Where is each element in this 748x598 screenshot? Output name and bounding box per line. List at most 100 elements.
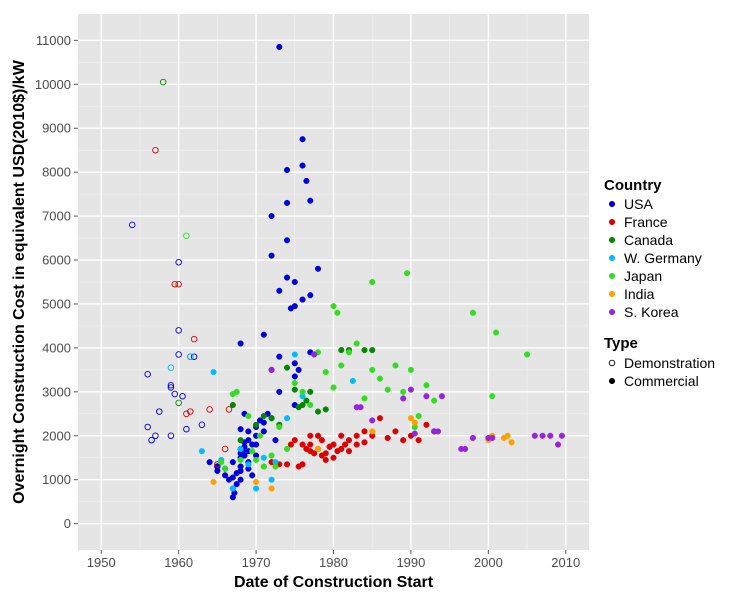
data-point xyxy=(369,278,376,286)
data-point xyxy=(152,146,159,154)
data-point xyxy=(152,432,159,440)
data-point xyxy=(361,395,368,402)
data-point xyxy=(307,401,314,409)
data-point xyxy=(210,369,217,376)
legend-label: Japan xyxy=(624,268,662,284)
data-point xyxy=(353,441,360,448)
legend-label: USA xyxy=(624,196,653,212)
legend-key xyxy=(608,308,616,316)
data-point xyxy=(493,329,500,336)
data-point xyxy=(334,309,341,316)
data-point xyxy=(283,415,291,422)
data-point xyxy=(260,454,267,461)
legend-key xyxy=(608,377,616,385)
y-tick-label: 5000 xyxy=(42,296,71,311)
data-point xyxy=(314,265,322,272)
data-point xyxy=(307,448,314,455)
legend-key xyxy=(608,272,616,280)
legend-key xyxy=(608,218,616,226)
data-point xyxy=(171,390,179,398)
data-point xyxy=(190,353,198,360)
data-point xyxy=(392,428,399,435)
data-point xyxy=(307,388,314,395)
legend-key xyxy=(608,290,616,298)
data-point xyxy=(369,428,376,435)
data-point xyxy=(237,476,244,483)
data-point xyxy=(407,366,414,373)
data-point xyxy=(349,377,356,384)
data-point xyxy=(190,335,198,343)
data-point xyxy=(237,445,244,453)
data-point xyxy=(245,412,252,420)
x-tick-label: 2000 xyxy=(474,555,503,570)
data-point xyxy=(407,415,414,422)
data-point xyxy=(345,349,353,356)
legend-label: India xyxy=(624,286,655,302)
data-point xyxy=(384,386,391,393)
y-tick-label: 1000 xyxy=(42,472,71,487)
legend-key xyxy=(608,200,616,208)
data-point xyxy=(260,331,267,338)
data-point xyxy=(299,388,306,395)
data-point xyxy=(237,437,244,444)
data-point xyxy=(318,437,325,444)
data-point xyxy=(128,221,136,229)
data-point xyxy=(539,432,546,439)
data-point xyxy=(144,423,151,431)
data-point xyxy=(411,419,418,426)
data-point xyxy=(256,432,263,439)
data-point xyxy=(229,459,236,466)
data-point xyxy=(504,432,511,439)
data-point xyxy=(283,364,291,371)
data-point xyxy=(330,384,337,391)
data-point xyxy=(369,417,376,424)
data-point xyxy=(245,461,252,468)
x-tick-label: 1970 xyxy=(242,555,271,570)
y-tick-label: 6000 xyxy=(42,253,71,268)
data-point xyxy=(462,445,469,453)
data-point xyxy=(245,437,252,444)
data-point xyxy=(547,432,554,439)
data-point xyxy=(198,448,205,455)
data-point xyxy=(407,386,414,393)
data-point xyxy=(299,296,306,303)
legend: Country USA France Canada W. Germany Japan In… xyxy=(604,177,715,389)
data-point xyxy=(489,393,496,400)
data-point xyxy=(291,386,298,393)
data-point xyxy=(156,408,163,415)
data-point xyxy=(330,454,337,461)
x-tick-label: 1960 xyxy=(164,555,193,570)
x-tick-label: 2010 xyxy=(551,555,580,570)
series-w-germany-demonstration xyxy=(167,353,194,371)
data-point xyxy=(299,136,306,143)
data-point xyxy=(287,441,294,448)
data-point xyxy=(229,485,236,492)
x-axis-title: Date of Construction Start xyxy=(234,574,434,591)
legend-type-title: Type xyxy=(604,335,638,352)
data-point xyxy=(268,476,275,483)
legend-label: Commercial xyxy=(624,373,699,389)
data-point xyxy=(307,292,314,299)
data-point xyxy=(175,280,182,288)
data-point xyxy=(291,379,298,387)
data-point xyxy=(353,432,360,439)
data-point xyxy=(159,78,167,86)
data-point xyxy=(175,351,182,358)
y-tick-label: 11000 xyxy=(36,33,71,48)
data-point xyxy=(322,369,329,376)
data-point xyxy=(434,428,442,435)
data-point xyxy=(415,412,422,420)
data-point xyxy=(253,421,260,428)
data-point xyxy=(291,303,298,310)
data-point xyxy=(218,459,225,466)
legend-country-title: Country xyxy=(604,177,662,194)
data-point xyxy=(326,443,333,450)
data-point xyxy=(299,461,306,468)
data-point xyxy=(167,364,175,371)
series-w-germany-commercial xyxy=(198,351,356,492)
data-point xyxy=(307,432,314,439)
data-point xyxy=(404,270,411,277)
data-point xyxy=(253,441,260,448)
data-point xyxy=(175,327,182,334)
data-point xyxy=(361,347,368,354)
